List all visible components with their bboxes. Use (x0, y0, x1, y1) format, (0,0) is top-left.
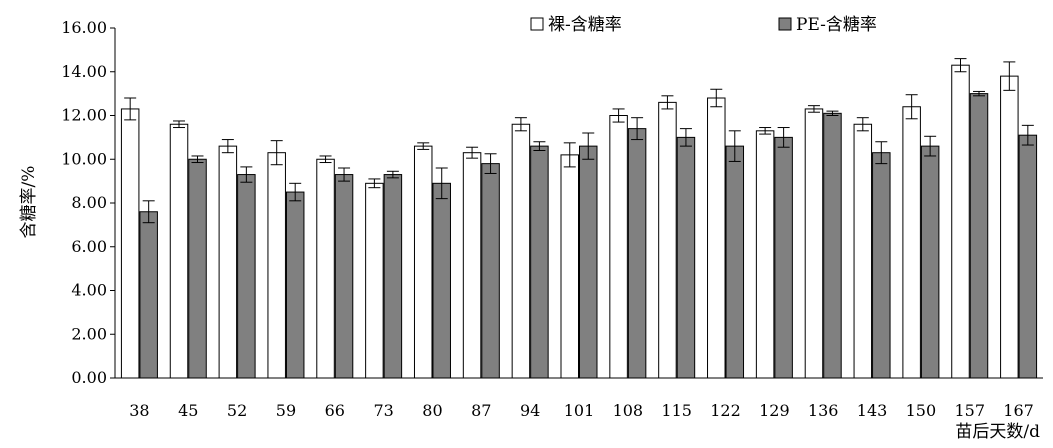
x-tick-label: 87 (471, 401, 491, 420)
y-tick-label: 2.00 (71, 324, 107, 343)
bar-bare-101 (560, 154, 579, 379)
bar-pe-73 (383, 174, 403, 379)
x-tick-label: 38 (129, 401, 149, 420)
x-tick-label: 167 (1003, 401, 1034, 420)
x-tick-label: 45 (178, 401, 198, 420)
bar-pe-52 (237, 174, 256, 379)
x-axis-title: 苗后天数/d (955, 422, 1040, 442)
bars-layer (120, 64, 1038, 379)
legend-label-pe: PE-含糖率 (796, 15, 877, 35)
bar-pe-108 (627, 128, 647, 379)
x-tick-label: 157 (954, 401, 985, 420)
legend: 裸-含糖率 PE-含糖率 (530, 15, 877, 35)
bar-bare-59 (267, 152, 286, 379)
bar-pe-143 (872, 152, 891, 379)
bar-pe-136 (823, 112, 842, 379)
y-tick-label: 10.00 (61, 149, 107, 168)
bar-pe-167 (1018, 134, 1038, 379)
x-tick-label: 115 (661, 401, 692, 420)
x-tick-label: 129 (759, 401, 790, 420)
bar-pe-150 (920, 145, 940, 379)
bar-pe-101 (579, 145, 598, 379)
y-tick-label: 8.00 (71, 193, 107, 212)
bar-pe-157 (969, 93, 989, 379)
bar-bare-129 (755, 130, 775, 379)
x-tick-label: 122 (710, 401, 741, 420)
x-tick-label: 136 (808, 401, 839, 420)
ticks-layer: 38 45 52 59 66 73 80 87 94 101 108 115 122 129 136 143 1… (61, 18, 1034, 420)
x-tick-label: 59 (276, 401, 296, 420)
bar-bare-66 (316, 158, 335, 379)
bar-pe-38 (139, 211, 158, 379)
y-tick-label: 0.00 (71, 368, 107, 387)
x-tick-label: 73 (373, 401, 393, 420)
bar-bare-52 (218, 145, 238, 379)
x-tick-label: 143 (857, 401, 888, 420)
error-bars-layer (124, 58, 1034, 224)
bar-pe-129 (774, 136, 793, 379)
bar-pe-59 (285, 191, 305, 379)
bar-pe-94 (530, 145, 549, 379)
bar-bare-150 (902, 106, 921, 379)
bar-bare-157 (951, 64, 970, 379)
bar-bare-87 (462, 152, 482, 379)
bar-bare-73 (365, 182, 384, 379)
x-tick-label: 94 (520, 401, 540, 420)
bar-pe-115 (676, 136, 696, 379)
bar-bare-115 (658, 101, 677, 379)
bar-pe-80 (432, 182, 451, 379)
x-tick-label: 52 (227, 401, 247, 420)
bar-bare-167 (1000, 75, 1019, 379)
legend-label-bare: 裸-含糖率 (548, 15, 622, 35)
bar-bare-108 (609, 115, 628, 379)
legend-swatch-bare (530, 17, 544, 31)
bar-bare-38 (120, 108, 140, 379)
bar-bare-94 (511, 123, 531, 379)
bar-pe-45 (188, 158, 207, 379)
x-tick-label: 80 (422, 401, 442, 420)
bar-bare-45 (169, 123, 189, 379)
x-tick-label: 101 (564, 401, 595, 420)
bar-bare-136 (804, 108, 824, 379)
x-tick-label: 66 (325, 401, 345, 420)
bar-bare-80 (413, 145, 433, 379)
y-tick-label: 12.00 (61, 106, 107, 125)
y-tick-label: 14.00 (61, 62, 107, 81)
bar-bare-122 (707, 97, 726, 379)
legend-swatch-pe (778, 17, 792, 31)
axes-layer (110, 27, 1043, 379)
bar-pe-122 (725, 145, 745, 379)
bar-pe-87 (481, 163, 500, 379)
y-tick-label: 6.00 (71, 237, 107, 256)
y-tick-label: 4.00 (71, 281, 107, 300)
x-tick-label: 108 (613, 401, 644, 420)
bar-pe-66 (334, 174, 354, 379)
bar-bare-143 (853, 123, 873, 379)
y-tick-label: 16.00 (61, 18, 107, 37)
x-tick-label: 150 (906, 401, 937, 420)
y-axis-title: 含糖率/% (19, 166, 39, 239)
